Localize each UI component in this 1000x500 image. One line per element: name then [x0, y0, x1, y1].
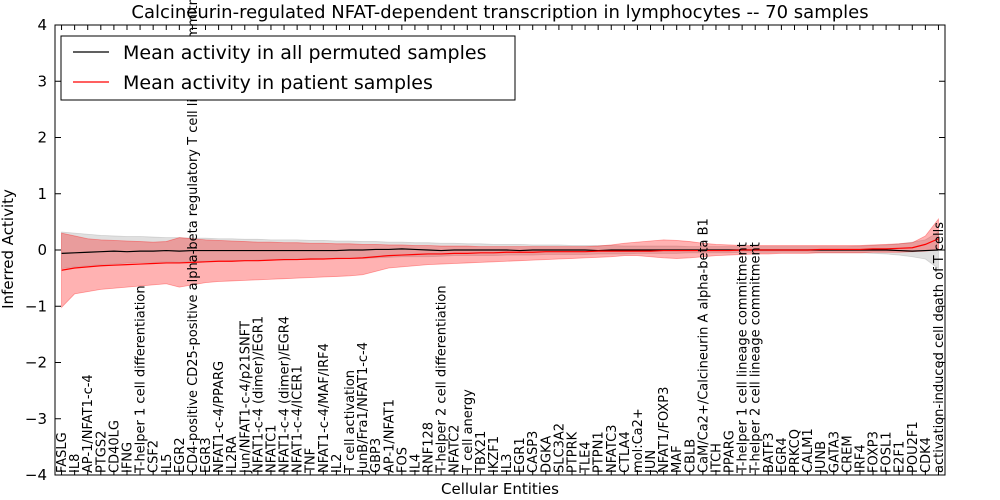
- category-label: PRKCQ: [788, 429, 803, 473]
- category-label: IL2: [330, 454, 345, 473]
- y-tick-label: 4: [37, 16, 47, 34]
- category-label: CALM1: [801, 428, 816, 473]
- category-label: FASLG: [55, 432, 70, 473]
- category-label: POU2F1: [906, 421, 921, 473]
- category-label: T-helper 2 cell differentiation: [435, 285, 450, 474]
- category-label: IL3: [500, 454, 515, 473]
- category-label: NFAT1-c-4/ICER1: [291, 365, 306, 473]
- category-label: TBX21: [474, 431, 489, 474]
- category-label: CSF2: [147, 440, 162, 473]
- series-lines: [61, 238, 939, 271]
- category-label: NFATC3: [605, 425, 620, 473]
- category-label: FOSL1: [880, 432, 895, 473]
- y-tick-label: 2: [37, 129, 47, 147]
- category-label: NFAT1-c-4/PPARG: [212, 361, 227, 473]
- category-label: T cell activation: [343, 370, 358, 474]
- category-label: CTLA4: [618, 431, 633, 473]
- category-label: GATA3: [827, 431, 842, 473]
- category-label: DGKA: [539, 436, 554, 473]
- category-label: MAF: [670, 445, 685, 473]
- category-label: IL4: [408, 454, 423, 473]
- x-axis-title: Cellular Entities: [441, 480, 559, 498]
- category-label: Jun/NFAT1-c-4/p21SNFT: [238, 321, 253, 474]
- category-label: GBP3: [369, 438, 384, 473]
- category-label: SLC3A2: [552, 423, 567, 473]
- category-label: T-helper 1 cell differentiation: [134, 285, 149, 474]
- y-tick-label: −4: [25, 466, 47, 484]
- y-axis-title: Inferred Activity: [0, 189, 17, 309]
- category-label: RNF128: [422, 422, 437, 473]
- category-label: IL5: [160, 454, 175, 473]
- category-label: ITCH: [709, 443, 724, 473]
- category-label: AP-1/NFAT1-c-4: [81, 374, 96, 473]
- category-label: EGR1: [513, 437, 528, 473]
- y-tick-label: −1: [25, 297, 47, 315]
- category-label: IL8: [68, 454, 83, 473]
- category-label: NFAT1-c-4 (dimer)/EGR4: [278, 316, 293, 473]
- category-label: mol:Ca2+: [631, 408, 646, 473]
- category-label: EGR3: [199, 437, 214, 473]
- category-labels: FASLGIL8AP-1/NFAT1-c-4PTGS2CD40LGIFNGT-h…: [55, 0, 947, 475]
- y-tick-label: 1: [37, 185, 47, 203]
- legend-label-patient: Mean activity in patient samples: [123, 72, 433, 94]
- category-label: CD4-positive CD25-positive alpha-beta re…: [186, 0, 201, 473]
- category-label: FOS: [395, 447, 410, 473]
- category-label: FOXP3: [867, 431, 882, 473]
- category-label: TLE4: [579, 441, 594, 474]
- category-label: AP-1/NFAT1: [382, 399, 397, 473]
- category-label: NFAT1-c-4/MAF/IRF4: [317, 343, 332, 473]
- y-tick-label: 3: [37, 72, 47, 90]
- category-label: activation-induced cell death of T cells: [932, 222, 947, 473]
- category-label: CBLB: [683, 439, 698, 473]
- category-label: T-helper 2 cell lineage commitment: [749, 242, 764, 474]
- line-patient-mean: [61, 238, 939, 271]
- category-label: CD40LG: [107, 420, 122, 473]
- legend-box: [60, 35, 516, 101]
- y-tick-label: −3: [25, 410, 47, 428]
- category-label: EGR4: [775, 437, 790, 473]
- category-label: PPARG: [723, 430, 738, 473]
- legend: Mean activity in all permuted samples Mea…: [60, 35, 516, 101]
- category-label: NFAT1-c-4 (dimer)/EGR1: [251, 316, 266, 473]
- category-label: NFAT1/FOXP3: [657, 387, 672, 473]
- category-label: JunB/Fra1/NFAT1-c-4: [356, 342, 371, 474]
- category-label: PTPRK: [565, 431, 580, 473]
- category-label: IRF4: [853, 444, 868, 473]
- y-ticks: −4 −3 −2 −1 0 1 2 3 4: [25, 16, 945, 484]
- category-label: TNF: [304, 448, 319, 474]
- category-label: IFNG: [120, 442, 135, 473]
- y-tick-label: −2: [25, 354, 47, 372]
- category-label: CaM/Ca2+/Calcineurin A alpha-beta B1: [696, 218, 711, 473]
- category-label: T cell anergy: [461, 389, 476, 474]
- legend-label-permuted: Mean activity in all permuted samples: [123, 42, 486, 64]
- category-label: E2F1: [893, 441, 908, 473]
- category-label: JUN: [644, 450, 659, 474]
- category-label: NFATC1: [264, 425, 279, 473]
- category-label: PTGS2: [94, 431, 109, 473]
- y-tick-label: 0: [37, 241, 47, 259]
- chart-title: Calcineurin-regulated NFAT-dependent tra…: [131, 2, 868, 23]
- category-label: NFATC2: [448, 425, 463, 473]
- category-label: T-helper 1 cell lineage commitment: [736, 242, 751, 474]
- category-label: CASP3: [526, 431, 541, 473]
- category-label: BATF3: [762, 433, 777, 474]
- category-label: IL2RA: [225, 436, 240, 473]
- category-label: EGR2: [173, 437, 188, 473]
- category-label: CDK4: [919, 437, 934, 473]
- category-label: CREM: [840, 435, 855, 473]
- category-label: IKZF1: [487, 436, 502, 473]
- category-label: JUNB: [814, 441, 829, 474]
- category-label: PTPN1: [592, 431, 607, 473]
